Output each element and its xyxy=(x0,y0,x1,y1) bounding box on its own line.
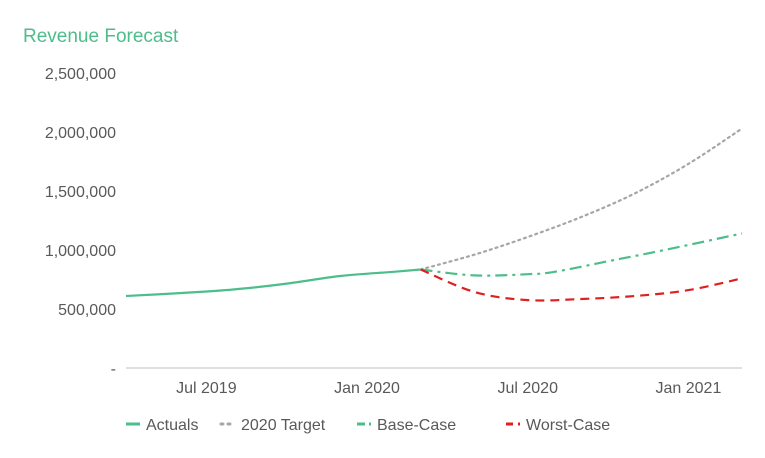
series-line-worst-case xyxy=(420,268,743,302)
chart-title: Revenue Forecast xyxy=(23,26,179,47)
y-tick-label: 500,000 xyxy=(58,302,116,319)
legend-item-2020-target[interactable]: 2020 Target xyxy=(219,417,326,434)
series-line-2020-target xyxy=(419,127,744,271)
x-tick-label: Jul 2020 xyxy=(497,380,558,397)
legend-item-worst-case[interactable]: Worst-Case xyxy=(506,417,610,434)
legend-label: Actuals xyxy=(146,417,198,434)
series-line-actuals xyxy=(125,268,421,298)
y-axis-ticks: - 500,000 1,000,000 1,500,000 2,000,000 2,500… xyxy=(45,66,116,378)
y-tick-label: 2,000,000 xyxy=(45,125,116,142)
x-tick-label: Jan 2020 xyxy=(334,380,400,397)
series-layer xyxy=(125,127,744,302)
x-axis-ticks: Jul 2019 Jan 2020 Jul 2020 Jan 2021 xyxy=(176,380,721,397)
y-tick-label: 2,500,000 xyxy=(45,66,116,83)
legend-label: Base-Case xyxy=(377,417,456,434)
y-tick-label: - xyxy=(111,361,116,378)
legend-item-base-case[interactable]: Base-Case xyxy=(357,417,456,434)
legend-label: 2020 Target xyxy=(241,417,326,434)
y-tick-label: 1,500,000 xyxy=(45,184,116,201)
y-tick-label: 1,000,000 xyxy=(45,243,116,260)
legend-label: Worst-Case xyxy=(526,417,610,434)
x-tick-label: Jan 2021 xyxy=(656,380,722,397)
legend: Actuals 2020 Target Base-Case Worst-Case xyxy=(126,417,610,434)
x-tick-label: Jul 2019 xyxy=(176,380,237,397)
series-line-base-case xyxy=(420,232,743,277)
legend-item-actuals[interactable]: Actuals xyxy=(126,417,198,434)
